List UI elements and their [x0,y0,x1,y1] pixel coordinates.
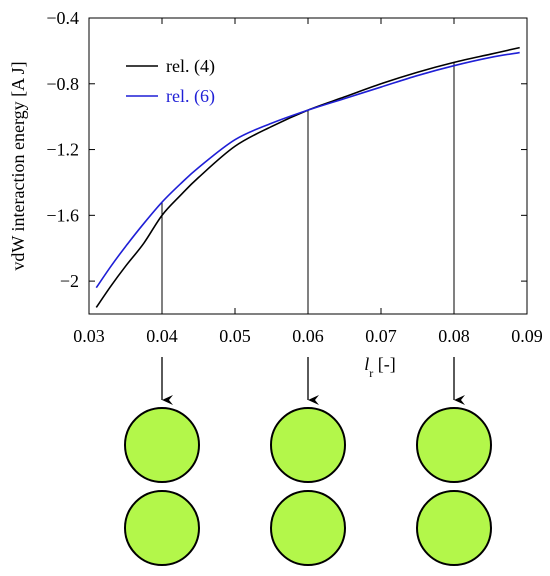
series-line-1 [95,51,520,289]
x-tick-label: 0.08 [438,326,470,346]
axis-ticks [88,17,528,314]
series-lines [95,46,520,308]
x-axis-label: lr [-] [364,354,396,380]
legend-label-rel4: rel. (4) [166,56,215,77]
x-tick-label: 0.04 [146,326,178,346]
particle-illustrations [124,357,492,566]
x-tick-label: 0.07 [365,326,397,346]
particle-upper-0 [124,407,200,483]
x-tick-label: 0.05 [219,326,251,346]
y-tick-label: −0.8 [46,74,79,94]
x-axis-label-symbol: l [364,354,369,374]
y-tick-label: −0.4 [46,8,79,28]
series-line-0 [95,46,520,308]
x-axis-label-unit: [-] [373,354,395,374]
particle-lower-2 [416,490,492,566]
x-tick-label: 0.06 [292,326,324,346]
legend-label-rel6: rel. (6) [166,86,215,107]
x-tick-labels: 0.03 0.04 0.05 0.06 0.07 0.08 0.09 [73,326,543,346]
x-axis-label-subscript: r [369,366,373,380]
particle-lower-0 [124,490,200,566]
marker-lines [161,62,455,314]
legend: rel. (4) rel. (6) [126,56,215,107]
particle-lower-1 [270,490,346,566]
particle-upper-1 [270,407,346,483]
x-tick-label: 0.09 [511,326,543,346]
y-tick-label: −1.6 [46,205,79,225]
y-tick-label: −2 [60,271,79,291]
x-tick-label: 0.03 [73,326,105,346]
particle-upper-2 [416,407,492,483]
y-tick-labels: −0.4 −0.8 −1.2 −1.6 −2 [46,8,79,291]
y-tick-label: −1.2 [46,140,79,160]
y-axis-label: vdW interaction energy [A J] [8,61,28,270]
